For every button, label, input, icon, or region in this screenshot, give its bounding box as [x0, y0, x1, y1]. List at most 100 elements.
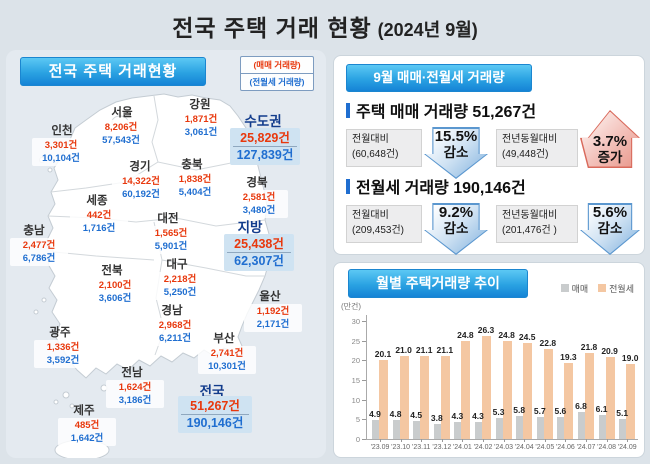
- title-bar-icon: [346, 178, 350, 194]
- x-axis-label: '24.08: [597, 444, 617, 451]
- rent-count: 6,211건: [159, 333, 191, 344]
- legend-swatch-icon: [598, 284, 607, 292]
- map-region-values-jeonnam: 1,624건 3,186건: [106, 380, 164, 408]
- bar-sales-value: 5.6: [554, 405, 567, 416]
- stat-rent-mom-box: 전월대비 (209,453건): [346, 205, 422, 243]
- bar-rent-'24.08: [605, 356, 615, 439]
- sale-count: 14,322건: [122, 176, 160, 187]
- rent-count: 3,592건: [46, 355, 80, 366]
- sale-count: 1,336건: [46, 342, 80, 353]
- bar-rent-value: 21.0: [395, 345, 412, 356]
- map-region-name-gwangju: 광주: [49, 327, 71, 339]
- map-region-name-jeonbuk: 전북: [101, 265, 123, 277]
- y-tick-label: 25: [351, 336, 360, 346]
- bar-rent-value: 19.0: [621, 353, 639, 364]
- stat-rent-yoy-box: 전년동월대비 (201,476건 ): [496, 205, 578, 243]
- map-region-name-sejong: 세종: [86, 195, 108, 207]
- bar-sales-'24.04: [516, 416, 524, 439]
- bar-sales-value: 6.1: [595, 404, 608, 414]
- map-region-values-daejeon: 1,565건 5,901건: [142, 226, 200, 254]
- sales-volume-section: 주택 매매 거래량 51,267건 전월대비 (60,648건) 15.5% 감…: [346, 98, 640, 179]
- map-aggregate-values-jibang: 25,438건 62,307건: [224, 234, 294, 271]
- x-tick-mark: [400, 439, 402, 442]
- rent-count: 2,171건: [256, 319, 290, 330]
- sales-volume-title: 주택 매매 거래량 51,267건: [346, 98, 636, 122]
- x-tick-mark: [627, 439, 629, 442]
- bar-rent-'24.09: [626, 364, 636, 439]
- map-legend: (매매 거래량) (전월세 거래량): [240, 56, 314, 91]
- x-tick-mark: [544, 439, 546, 442]
- chart-legend: 매매 전월세: [551, 279, 634, 297]
- x-axis-label: '24.09: [617, 444, 637, 451]
- bar-rent-'23.12: [440, 356, 450, 439]
- monthly-trend-chart-panel: 월별 주택거래량 추이 매매 전월세 (만건) 0 5 10 15 20 25 30 4.9 20…: [333, 262, 645, 458]
- map-region-values-gyeongbuk: 2,581건 3,480건: [230, 190, 288, 218]
- rent-count: 5,250건: [163, 287, 197, 298]
- stat-base-value: (201,476건 ): [502, 224, 557, 236]
- x-tick-mark: [441, 439, 443, 442]
- y-tick-mark: [362, 340, 366, 342]
- rent-count: 3,606건: [98, 293, 132, 304]
- chart-panel-banner: 월별 주택거래량 추이: [348, 269, 528, 298]
- x-axis-label: '24.06: [555, 444, 575, 451]
- bar-rent-value: 26.3: [477, 324, 495, 335]
- chart-unit-label: (만건): [341, 302, 362, 311]
- y-tick-label: 0: [355, 435, 360, 444]
- map-region-name-jeonnam: 전남: [121, 367, 143, 379]
- bar-sales-'24.08: [598, 415, 606, 439]
- bar-sales-value: 6.8: [575, 401, 587, 412]
- stat-base-value: (49,448건): [502, 148, 549, 160]
- sale-count: 2,741건: [210, 348, 244, 359]
- rent-count: 57,543건: [102, 135, 140, 146]
- map-region-values-incheon: 3,301건 10,104건: [32, 138, 90, 166]
- rent-count: 5,404건: [178, 187, 212, 198]
- rent-count: 190,146건: [186, 416, 244, 430]
- y-tick-label: 20: [351, 356, 360, 366]
- bar-rent-value: 21.1: [415, 345, 433, 355]
- stat-direction: 감소: [443, 145, 469, 160]
- map-region-name-gyeonggi: 경기: [129, 161, 151, 173]
- volume-panel-banner: 9월 매매·전월세 거래량: [346, 64, 532, 92]
- map-region-name-chungnam: 충남: [23, 225, 45, 237]
- rent-volume-title: 전월세 거래량 190,146건: [346, 174, 636, 198]
- y-tick-label: 15: [351, 376, 360, 385]
- x-tick-mark: [524, 439, 526, 442]
- stat-label: 전년동월대비: [502, 210, 558, 221]
- x-tick-mark: [503, 439, 505, 442]
- stat-direction: 감소: [443, 221, 469, 236]
- bar-rent-'24.01: [461, 341, 471, 439]
- bar-sales-'24.02: [475, 422, 482, 439]
- rent-count: 3,186건: [118, 395, 152, 406]
- sale-count: 25,438건: [227, 236, 291, 253]
- x-axis-label: '24.05: [535, 444, 555, 451]
- bar-rent-value: 20.1: [374, 348, 392, 359]
- title-bar-icon: [346, 102, 350, 118]
- sale-count: 1,838건: [178, 174, 212, 185]
- bar-rent-'24.07: [585, 353, 594, 439]
- bar-sales-'24.06: [557, 416, 565, 439]
- x-tick-mark: [565, 439, 567, 442]
- map-region-values-seoul: 8,206건 57,543건: [92, 120, 150, 148]
- rent-count: 1,642건: [70, 433, 104, 444]
- monthly-volume-panel: 9월 매매·전월세 거래량 주택 매매 거래량 51,267건 전월대비 (60…: [333, 55, 645, 255]
- stat-sales-mom-box: 전월대비 (60,648건): [346, 129, 422, 167]
- sale-count: 1,565건: [154, 228, 188, 239]
- bar-rent-value: 20.9: [601, 345, 618, 356]
- map-region-name-jeju: 제주: [73, 405, 95, 417]
- x-axis-label: '24.03: [494, 444, 514, 451]
- bar-rent-value: 24.8: [498, 330, 515, 341]
- bar-sales-value: 4.9: [369, 408, 381, 419]
- rent-count: 62,307건: [234, 254, 284, 268]
- x-tick-mark: [421, 439, 423, 442]
- map-panel-banner: 전국 주택 거래현황: [20, 57, 206, 86]
- x-tick-mark: [483, 439, 484, 442]
- stat-base-value: (60,648건): [352, 148, 399, 160]
- map-region-values-chungnam: 2,477건 6,786건: [10, 238, 68, 266]
- x-axis-label: '23.12: [432, 444, 452, 451]
- y-tick-mark: [362, 380, 366, 381]
- map-region-values-gyeonggi: 14,322건 60,192건: [112, 174, 170, 202]
- sale-count: 2,581건: [242, 192, 276, 203]
- y-tick-label: 5: [355, 415, 360, 425]
- x-tick-mark: [606, 439, 608, 442]
